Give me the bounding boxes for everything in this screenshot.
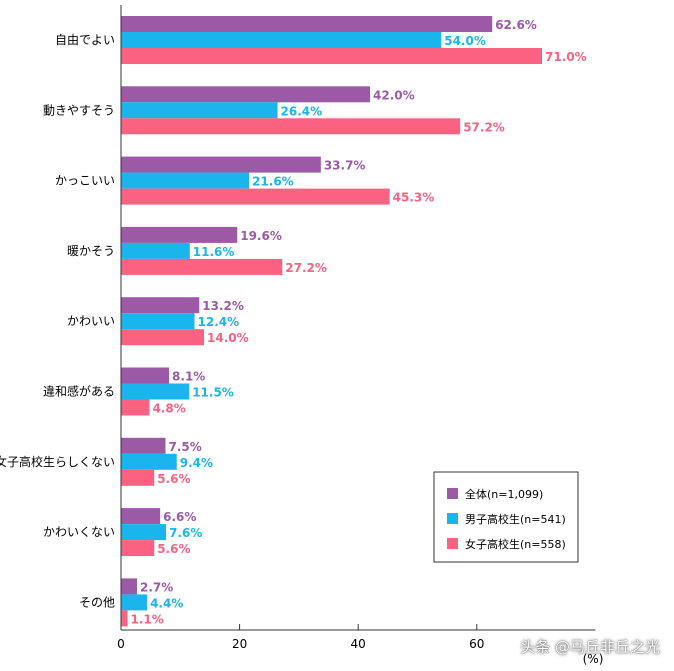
category-label-7: かわいくない xyxy=(43,525,115,539)
value-label-2-8: 1.1% xyxy=(131,612,164,626)
value-label-0-1: 42.0% xyxy=(373,88,415,102)
value-label-0-6: 7.5% xyxy=(168,440,201,454)
bar-2-3 xyxy=(121,258,283,275)
bar-1-7 xyxy=(121,524,167,541)
bar-2-0 xyxy=(121,48,543,64)
bar-0-8 xyxy=(121,578,138,595)
bar-2-5 xyxy=(121,399,150,416)
bar-1-5 xyxy=(121,383,190,400)
category-label-5: 違和感がある xyxy=(43,384,115,399)
value-label-1-6: 9.4% xyxy=(180,456,213,470)
bar-2-6 xyxy=(121,469,155,486)
value-label-1-3: 11.6% xyxy=(193,245,235,259)
value-label-1-8: 4.4% xyxy=(150,596,183,610)
category-label-3: 暖かそう xyxy=(67,244,115,258)
bar-1-2 xyxy=(121,172,250,189)
bar-1-0 xyxy=(121,32,442,48)
value-label-1-4: 12.4% xyxy=(198,315,240,329)
value-label-2-3: 27.2% xyxy=(285,261,327,275)
category-label-0: 自由でよい xyxy=(55,33,115,47)
value-label-0-7: 6.6% xyxy=(163,510,196,524)
value-label-1-0: 54.0% xyxy=(444,34,486,48)
bar-0-4 xyxy=(121,297,200,314)
value-label-2-5: 4.8% xyxy=(152,402,185,416)
category-label-4: かわいい xyxy=(67,314,115,328)
bar-0-1 xyxy=(121,86,371,103)
legend-label-0: 全体(n=1,099) xyxy=(465,487,543,501)
x-tick-label-2: 40 xyxy=(351,637,366,651)
watermark-text: 头条 @马丘非丘之光 xyxy=(520,638,660,656)
value-label-0-2: 33.7% xyxy=(324,159,366,173)
category-label-6: 女子高校生らしくない xyxy=(0,454,115,469)
value-label-1-2: 21.6% xyxy=(252,175,294,189)
bar-0-6 xyxy=(121,437,166,454)
legend-label-2: 女子高校生(n=558) xyxy=(465,537,566,551)
bar-2-1 xyxy=(121,118,461,135)
legend-swatch-0 xyxy=(447,488,458,499)
value-label-1-1: 26.4% xyxy=(281,104,323,118)
bar-0-5 xyxy=(121,367,170,384)
value-label-2-1: 57.2% xyxy=(463,120,505,134)
legend-label-1: 男子高校生(n=541) xyxy=(465,512,566,526)
bar-1-8 xyxy=(121,594,148,611)
value-label-1-5: 11.5% xyxy=(192,386,234,400)
x-tick-label-1: 20 xyxy=(232,637,247,651)
bar-0-3 xyxy=(121,226,238,243)
value-label-1-7: 7.6% xyxy=(169,526,202,540)
bar-1-6 xyxy=(121,453,177,470)
bar-0-2 xyxy=(121,156,321,173)
value-label-0-4: 13.2% xyxy=(202,299,244,313)
bar-2-2 xyxy=(121,188,390,205)
value-label-2-2: 45.3% xyxy=(393,191,435,205)
value-label-2-4: 14.0% xyxy=(207,331,249,345)
value-label-0-5: 8.1% xyxy=(172,370,205,384)
x-unit-label: (%) xyxy=(583,652,604,666)
x-tick-label-0: 0 xyxy=(117,637,125,651)
bar-2-7 xyxy=(121,540,155,557)
value-label-0-3: 19.6% xyxy=(240,229,282,243)
value-label-2-6: 5.6% xyxy=(157,472,190,486)
value-label-0-0: 62.6% xyxy=(495,18,537,32)
category-label-1: 動きやすそう xyxy=(43,103,115,117)
category-label-2: かっこいい xyxy=(55,174,115,188)
bar-0-7 xyxy=(121,508,161,525)
x-tick-label-3: 60 xyxy=(469,637,484,651)
value-label-0-8: 2.7% xyxy=(140,580,173,594)
legend-swatch-2 xyxy=(447,538,458,549)
bar-0-0 xyxy=(121,16,493,32)
bar-2-4 xyxy=(121,329,205,346)
category-label-8: その他 xyxy=(79,595,115,609)
value-label-2-7: 5.6% xyxy=(157,542,190,556)
bar-1-4 xyxy=(121,313,195,330)
value-label-2-0: 71.0% xyxy=(545,50,587,64)
bar-1-1 xyxy=(121,102,278,119)
bar-2-8 xyxy=(121,610,128,627)
bar-1-3 xyxy=(121,242,190,259)
legend-swatch-1 xyxy=(447,513,458,524)
